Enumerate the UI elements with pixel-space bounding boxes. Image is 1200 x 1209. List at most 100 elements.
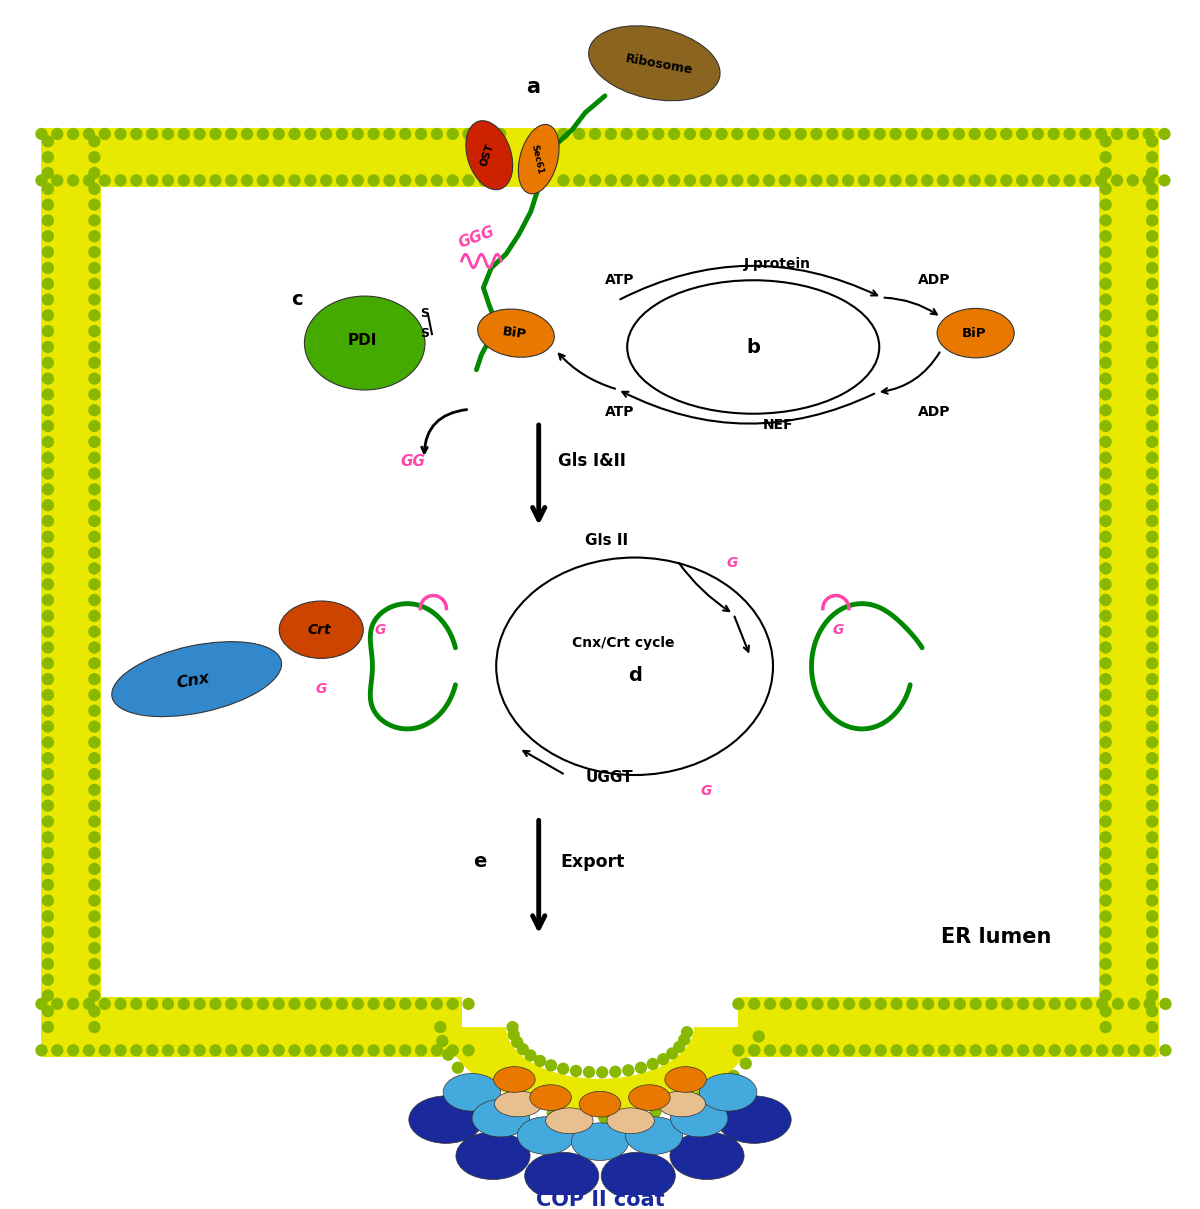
Circle shape	[1112, 1045, 1123, 1055]
Ellipse shape	[517, 1117, 575, 1155]
Circle shape	[907, 1045, 918, 1055]
Circle shape	[320, 175, 331, 186]
Ellipse shape	[280, 601, 364, 659]
Circle shape	[599, 1112, 610, 1123]
Text: ADP: ADP	[918, 405, 950, 420]
Circle shape	[797, 999, 808, 1010]
Circle shape	[89, 611, 100, 621]
Circle shape	[89, 863, 100, 874]
Circle shape	[42, 974, 53, 985]
Circle shape	[1128, 1045, 1139, 1055]
Text: Sec61: Sec61	[529, 144, 545, 175]
Circle shape	[1100, 199, 1111, 210]
Circle shape	[494, 175, 505, 186]
Text: BiP: BiP	[961, 326, 986, 340]
Ellipse shape	[478, 310, 554, 357]
Circle shape	[517, 1043, 528, 1054]
Circle shape	[954, 999, 965, 1010]
Circle shape	[1147, 152, 1158, 163]
Circle shape	[668, 128, 679, 139]
Ellipse shape	[493, 1066, 535, 1093]
Circle shape	[740, 1058, 751, 1069]
Circle shape	[1147, 990, 1158, 1001]
Circle shape	[1147, 579, 1158, 590]
Circle shape	[84, 1045, 95, 1055]
Circle shape	[701, 128, 712, 139]
Ellipse shape	[625, 1117, 683, 1155]
Circle shape	[636, 1063, 647, 1074]
Circle shape	[558, 1063, 569, 1074]
Circle shape	[415, 175, 426, 186]
Circle shape	[42, 199, 53, 210]
Circle shape	[115, 175, 126, 186]
Circle shape	[875, 175, 886, 186]
Circle shape	[625, 1111, 636, 1122]
Circle shape	[558, 128, 569, 139]
Circle shape	[1147, 974, 1158, 985]
Circle shape	[42, 816, 53, 827]
Circle shape	[89, 231, 100, 242]
Circle shape	[668, 175, 679, 186]
Circle shape	[892, 999, 902, 1010]
Ellipse shape	[524, 1152, 599, 1199]
Circle shape	[1147, 531, 1158, 542]
Circle shape	[875, 999, 886, 1010]
Circle shape	[89, 910, 100, 921]
Circle shape	[42, 769, 53, 780]
Circle shape	[466, 1075, 476, 1086]
Circle shape	[1160, 999, 1171, 1010]
Circle shape	[162, 999, 174, 1010]
Circle shape	[748, 128, 758, 139]
Circle shape	[42, 341, 53, 352]
Circle shape	[89, 310, 100, 320]
Circle shape	[274, 128, 284, 139]
Circle shape	[89, 959, 100, 970]
Circle shape	[415, 1045, 426, 1055]
Circle shape	[1100, 879, 1111, 890]
Circle shape	[1127, 128, 1139, 139]
Circle shape	[754, 1031, 764, 1042]
Circle shape	[674, 1041, 685, 1052]
Circle shape	[796, 128, 806, 139]
Circle shape	[353, 999, 364, 1010]
Circle shape	[42, 531, 53, 542]
Circle shape	[684, 175, 695, 186]
Circle shape	[479, 175, 490, 186]
Circle shape	[241, 1045, 252, 1055]
Ellipse shape	[937, 308, 1014, 358]
Circle shape	[210, 175, 221, 186]
Text: c: c	[292, 290, 304, 310]
Circle shape	[52, 128, 62, 139]
Circle shape	[89, 325, 100, 336]
Circle shape	[667, 1048, 678, 1059]
Circle shape	[1100, 910, 1111, 921]
Circle shape	[1147, 278, 1158, 289]
Circle shape	[1081, 1045, 1092, 1055]
Circle shape	[1128, 999, 1139, 1010]
Circle shape	[89, 548, 100, 559]
Circle shape	[1112, 999, 1123, 1010]
Circle shape	[1127, 175, 1139, 186]
Ellipse shape	[472, 1099, 529, 1136]
Circle shape	[1100, 310, 1111, 320]
Circle shape	[42, 753, 53, 764]
Circle shape	[1147, 800, 1158, 811]
Circle shape	[1147, 673, 1158, 684]
Circle shape	[1147, 769, 1158, 780]
Ellipse shape	[530, 1084, 571, 1110]
Circle shape	[1100, 421, 1111, 432]
Circle shape	[162, 128, 174, 139]
Circle shape	[1147, 199, 1158, 210]
Circle shape	[89, 341, 100, 352]
Circle shape	[89, 990, 100, 1001]
Circle shape	[415, 128, 426, 139]
Circle shape	[583, 1066, 594, 1077]
Ellipse shape	[443, 1074, 500, 1111]
Circle shape	[89, 499, 100, 510]
Circle shape	[194, 175, 205, 186]
Ellipse shape	[466, 121, 512, 190]
Circle shape	[131, 999, 142, 1010]
Circle shape	[827, 175, 838, 186]
Circle shape	[1147, 436, 1158, 447]
Circle shape	[1147, 959, 1158, 970]
